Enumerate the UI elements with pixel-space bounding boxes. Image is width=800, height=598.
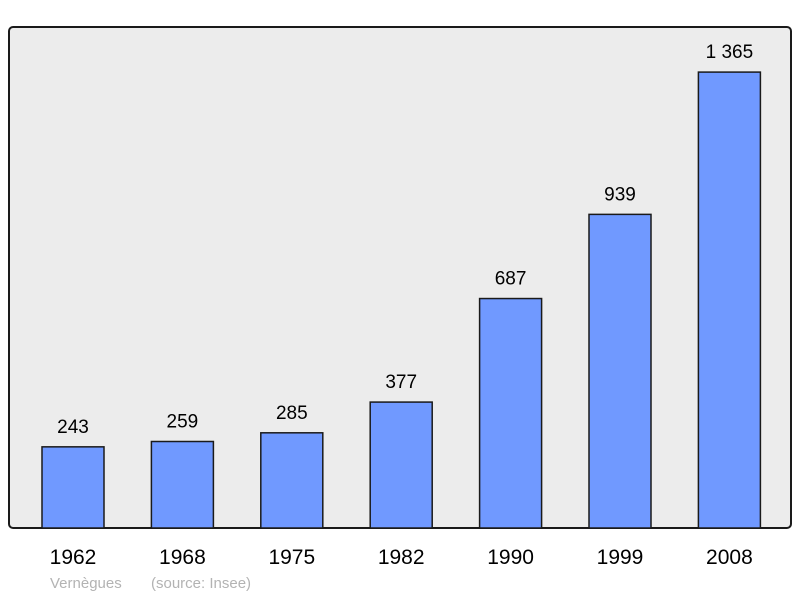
bar-2008 [697, 71, 762, 529]
value-label-1962: 243 [57, 417, 89, 438]
bar-1962 [41, 446, 105, 529]
value-label-1975: 285 [276, 403, 308, 424]
x-tick-label-1999: 1999 [597, 546, 644, 569]
x-tick-label-2008: 2008 [706, 546, 753, 569]
value-label-1968: 259 [167, 411, 199, 432]
bar-1975 [260, 432, 324, 529]
bar-1982 [369, 401, 433, 529]
value-label-1990: 687 [495, 269, 527, 290]
caption-source: (source: Insee) [151, 575, 252, 592]
x-tick-label-1968: 1968 [159, 546, 206, 569]
x-tick-label-1962: 1962 [50, 546, 97, 569]
bar-1990 [478, 297, 543, 529]
bar-1999 [588, 213, 652, 529]
caption-place: Vernègues [50, 575, 122, 592]
x-tick-label-1975: 1975 [268, 546, 315, 569]
value-label-1982: 377 [385, 372, 417, 393]
bar-1968 [150, 440, 215, 529]
value-label-2008: 1 365 [706, 42, 754, 63]
value-label-1999: 939 [604, 184, 636, 205]
x-tick-label-1982: 1982 [378, 546, 425, 569]
x-tick-label-1990: 1990 [487, 546, 534, 569]
